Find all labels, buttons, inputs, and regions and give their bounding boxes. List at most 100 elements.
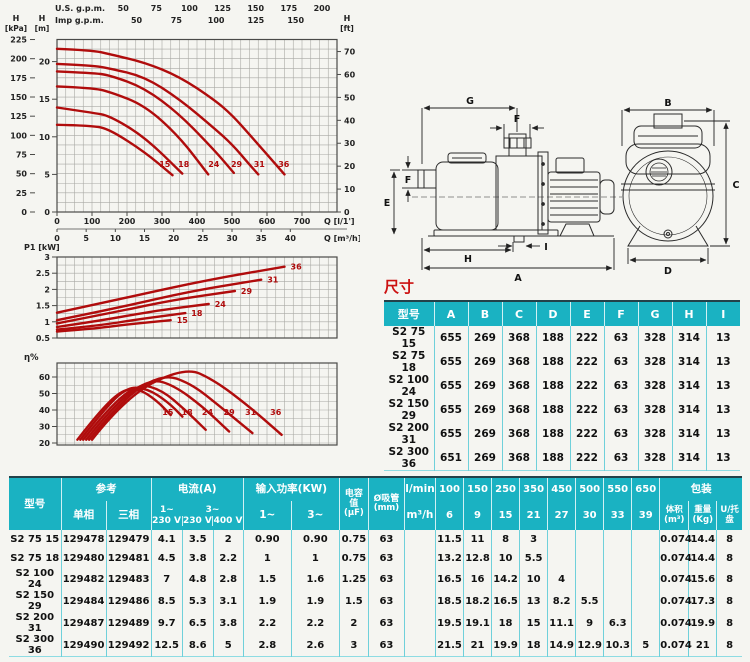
kw-tick-label: 0.5 (36, 334, 51, 343)
spec-header-flow-lmin: 550 (603, 477, 633, 501)
spec-header-flow-m3h: 30 (575, 501, 605, 530)
dim-value-cell: 269 (468, 422, 503, 446)
spec-value-cell: 7 (151, 568, 183, 590)
dim-model-cell: S2 150 29 (384, 398, 435, 422)
spec-value-cell: 10 (491, 549, 521, 568)
spec-value-cell: 3.1 (213, 590, 244, 612)
curve-label-15: 15 (162, 408, 174, 417)
spec-value-cell: 0.074 (659, 590, 692, 612)
imp-gpm-tick-label: 100 (208, 16, 225, 25)
spec-value-cell (547, 549, 577, 568)
dim-value-cell: 188 (536, 374, 571, 398)
spec-value-cell: 8 (726, 553, 734, 564)
dim-value-cell: 63 (604, 326, 639, 350)
dim-header-cell: E (570, 301, 605, 326)
spec-value-cell: 0.90 (291, 530, 340, 549)
spec-value-cell: 1.9 (291, 590, 340, 612)
dim-value-cell: 222 (570, 374, 605, 398)
m3h-tick-label: 10 (110, 234, 122, 243)
spec-value-cell: 21 (688, 634, 718, 657)
us-gpm-tick-label: 175 (280, 4, 297, 13)
dim-model-cell: S2 75 18 (384, 350, 435, 374)
spec-table-row: S2 200 31 129487 129489 9.7 6.5 3.8 2.2 2.2 2 63 1… (9, 612, 742, 634)
dim-header-cell: 型号 (384, 301, 435, 326)
dim-model-cell: S2 200 31 (384, 422, 435, 446)
dim-header-cell: D (536, 301, 571, 326)
spec-value-cell: 5 (213, 634, 244, 657)
dim-value-cell: 368 (502, 422, 537, 446)
spec-header-row-1: 型号 参考 电流(A) 输入功率(KW) 电容值 (μF) Ø吸管 (mm) l/min 100 1… (9, 477, 742, 530)
spec-value-cell (575, 549, 605, 568)
dim-label-e: E (384, 198, 391, 209)
spec-value-cell: 5.5 (519, 549, 549, 568)
curve-label-24: 24 (208, 160, 220, 169)
curve-15 (55, 123, 174, 177)
imp-gpm-tick-label: 75 (171, 16, 183, 25)
spec-header-flow-lmin: 150 (463, 477, 493, 501)
spec-value-cell: 0.75 (339, 549, 369, 568)
dim-value-cell: 651 (434, 446, 469, 471)
dim-value-cell: 328 (638, 446, 673, 471)
spec-value-cell: 129487 (61, 612, 107, 634)
dim-header-cell: F (604, 301, 639, 326)
spec-value-cell (404, 568, 436, 590)
curve-label-18: 18 (178, 160, 190, 169)
spec-value-cell: 0.074 (659, 549, 692, 568)
curve-24 (82, 384, 207, 441)
curve-label-31: 31 (254, 160, 266, 169)
spec-header-flow-lmin: 450 (547, 477, 577, 501)
spec-value-cell: 19.9 (688, 612, 718, 634)
dim-value-cell: 368 (502, 398, 537, 422)
curve-label-36: 36 (270, 408, 282, 417)
spec-value-cell: 129486 (106, 590, 152, 612)
kw-tick-label: 2 (44, 285, 50, 294)
dim-value-cell: 655 (434, 350, 469, 374)
m-tick-label: 5 (44, 170, 50, 179)
curve-18 (55, 106, 184, 175)
dim-value-cell: 63 (604, 422, 639, 446)
spec-model-cell: S2 100 24 (9, 568, 62, 590)
dim-value-cell: 13 (715, 356, 731, 368)
spec-value-cell: 18 (519, 634, 549, 657)
spec-value-cell: 63 (368, 568, 405, 590)
curve-31 (55, 278, 263, 322)
spec-value-cell: 2.6 (291, 634, 340, 657)
imp-gpm-tick-label: 50 (131, 16, 143, 25)
spec-value-cell: 2 (213, 530, 244, 549)
spec-value-cell: 3 (519, 530, 549, 549)
spec-value-cell: 3.5 (182, 530, 214, 549)
spec-table-row: S2 300 36 129490 129492 12.5 8.6 5 2.8 2.6 3 63 21… (9, 634, 742, 657)
spec-model-cell: S2 75 18 (9, 549, 62, 568)
eta-tick-label: 60 (39, 373, 51, 382)
spec-value-cell: 10 (519, 568, 549, 590)
spec-value-cell: 18.5 (435, 590, 465, 612)
dim-value-cell: 13 (715, 428, 731, 440)
dim-value-cell: 222 (570, 446, 605, 471)
ft-tick-label: 10 (344, 185, 356, 194)
spec-value-cell: 129478 (61, 530, 107, 549)
spec-value-cell: 12.8 (463, 549, 493, 568)
spec-value-cell (631, 590, 661, 612)
spec-value-cell: 8 (726, 573, 734, 585)
spec-value-cell: 8.6 (182, 634, 214, 657)
spec-value-cell: 1.5 (243, 568, 292, 590)
curve-label-36: 36 (291, 263, 303, 272)
spec-value-cell: 4.1 (151, 530, 183, 549)
spec-value-cell: 4.8 (182, 568, 214, 590)
curve-label-31: 31 (267, 276, 279, 285)
spec-value-cell: 14.4 (688, 530, 718, 549)
curve-24 (55, 85, 210, 176)
spec-header-three-phase: 三相 (106, 501, 152, 530)
m-axis-label: H (39, 14, 46, 23)
spec-header-flow-m3h: 21 (519, 501, 549, 530)
dim-label-f-top: F (514, 114, 521, 125)
imp-gpm-tick-label: 150 (287, 16, 304, 25)
spec-header-units-per-pallet: U/托盘 (716, 501, 742, 530)
spec-header-suction: Ø吸管 (mm) (368, 477, 405, 530)
dim-value-cell: 314 (672, 350, 707, 374)
spec-value-cell: 0.074 (659, 530, 692, 549)
curve-label-18: 18 (191, 309, 203, 318)
dim-label-c: C (733, 180, 740, 191)
curve-24 (55, 302, 210, 329)
